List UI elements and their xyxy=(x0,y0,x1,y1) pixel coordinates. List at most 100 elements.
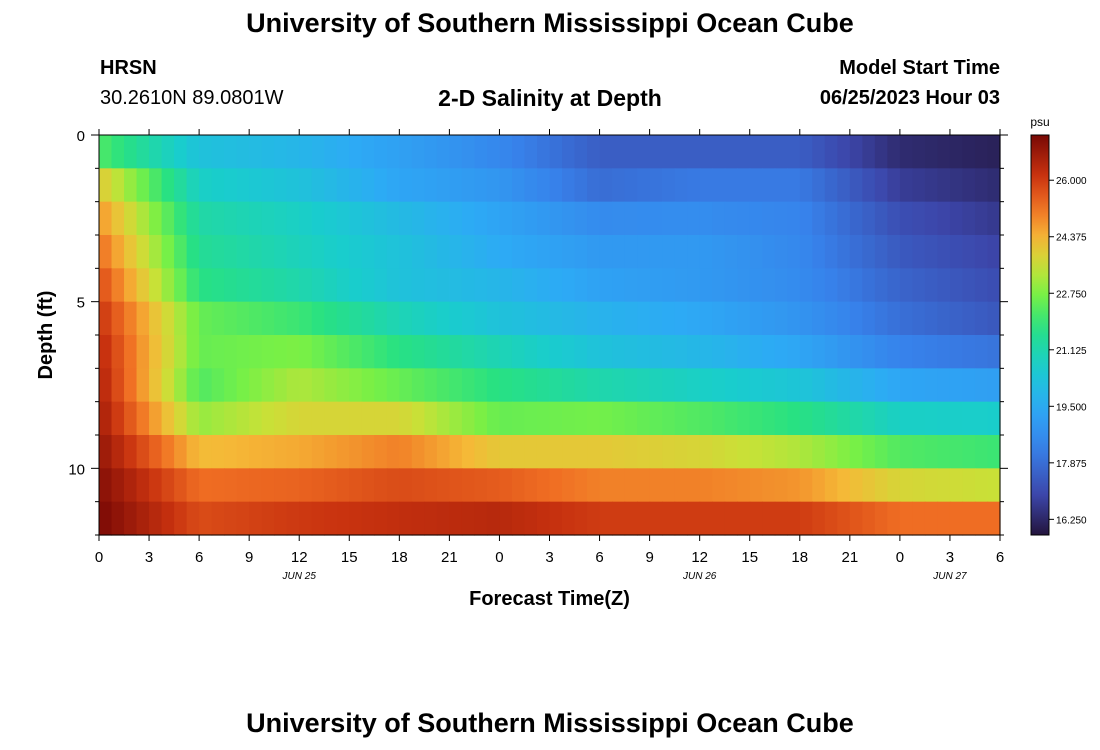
heatmap-cell xyxy=(436,435,450,469)
heatmap-cell xyxy=(899,235,914,269)
heatmap-cell xyxy=(299,401,313,436)
heatmap-cell xyxy=(399,401,413,436)
colorbar-tick-label: 26.000 xyxy=(1056,176,1087,187)
heatmap-cell xyxy=(662,335,676,369)
heatmap-cell xyxy=(887,501,901,536)
heatmap-cell xyxy=(874,268,888,303)
heatmap-cell xyxy=(311,268,325,303)
heatmap-cell xyxy=(562,235,576,269)
heatmap-cell xyxy=(249,235,263,269)
heatmap-cell xyxy=(536,168,551,203)
heatmap-cell xyxy=(974,301,989,336)
heatmap-cell xyxy=(261,268,275,303)
heatmap-cell xyxy=(924,468,939,503)
heatmap-cell xyxy=(749,401,763,436)
heatmap-cell xyxy=(149,468,163,503)
heatmap-cell xyxy=(862,501,876,536)
heatmap-cell xyxy=(937,401,951,436)
heatmap-cell xyxy=(174,468,188,503)
heatmap-cell xyxy=(174,268,188,303)
heatmap-cell xyxy=(124,468,138,503)
heatmap-cell xyxy=(862,335,876,369)
heatmap-cell xyxy=(712,235,726,269)
heatmap-cell xyxy=(624,168,638,203)
heatmap-cell xyxy=(236,501,250,536)
heatmap-cell xyxy=(336,335,350,369)
heatmap-cell xyxy=(111,468,125,503)
heatmap-cell xyxy=(949,268,964,303)
heatmap-cell xyxy=(486,301,501,336)
heatmap-cell xyxy=(536,468,551,503)
heatmap-cell xyxy=(549,335,563,369)
heatmap-cell xyxy=(374,135,388,169)
heatmap-cell xyxy=(99,168,113,203)
heatmap-cell xyxy=(924,235,939,269)
x-tick-label: 0 xyxy=(896,549,904,566)
heatmap-cell xyxy=(849,435,863,469)
heatmap-cell xyxy=(874,368,888,403)
heatmap-cell xyxy=(299,168,313,203)
heatmap-cell xyxy=(336,268,350,303)
heatmap-cell xyxy=(474,335,488,369)
heatmap-cell xyxy=(311,435,325,469)
heatmap-cell xyxy=(974,335,989,369)
heatmap-cell xyxy=(311,401,325,436)
heatmap-cell xyxy=(161,301,175,336)
date-label: JUN 25 xyxy=(282,571,317,582)
heatmap-cell xyxy=(949,235,964,269)
heatmap-cell xyxy=(399,468,413,503)
heatmap-cell xyxy=(624,268,638,303)
heatmap-cell xyxy=(336,301,350,336)
heatmap-cell xyxy=(749,268,763,303)
heatmap-cell xyxy=(699,435,713,469)
heatmap-cell xyxy=(349,301,363,336)
heatmap-cell xyxy=(111,501,125,536)
heatmap-cell xyxy=(712,335,726,369)
heatmap-cell xyxy=(411,301,425,336)
heatmap-cell xyxy=(699,268,713,303)
heatmap-cell xyxy=(386,301,400,336)
heatmap-cell xyxy=(424,501,438,536)
heatmap-cell xyxy=(161,401,175,436)
heatmap-cell xyxy=(199,368,213,403)
heatmap-cell xyxy=(649,468,663,503)
x-tick-label: 3 xyxy=(545,549,553,566)
heatmap-cell xyxy=(674,201,688,236)
heatmap-cell xyxy=(236,135,250,169)
x-axis-label: Forecast Time(Z) xyxy=(469,588,630,610)
heatmap-cell xyxy=(612,235,626,269)
heatmap-cell xyxy=(399,135,413,169)
heatmap-cell xyxy=(211,368,225,403)
heatmap-cell xyxy=(99,335,113,369)
heatmap-cell xyxy=(762,168,776,203)
heatmap-cell xyxy=(574,135,588,169)
heatmap-cell xyxy=(899,335,914,369)
heatmap-cell xyxy=(887,335,901,369)
heatmap-cell xyxy=(649,301,663,336)
heatmap-cell xyxy=(987,235,1001,269)
heatmap-cell xyxy=(674,235,688,269)
heatmap-cell xyxy=(236,268,250,303)
heatmap-cell xyxy=(249,201,263,236)
heatmap-cell xyxy=(174,201,188,236)
heatmap-cell xyxy=(799,235,813,269)
heatmap-cell xyxy=(862,301,876,336)
heatmap-cell xyxy=(787,201,801,236)
heatmap-cell xyxy=(174,335,188,369)
heatmap-cell xyxy=(236,468,250,503)
station-coordinates: 30.2610N 89.0801W xyxy=(100,87,284,109)
heatmap-cell xyxy=(624,301,638,336)
heatmap-cell xyxy=(199,168,213,203)
heatmap-cell xyxy=(274,468,288,503)
heatmap-cell xyxy=(637,168,651,203)
heatmap-cell xyxy=(837,335,851,369)
heatmap-cell xyxy=(274,235,288,269)
heatmap-cell xyxy=(199,401,213,436)
heatmap-cell xyxy=(749,435,763,469)
x-tick-label: 15 xyxy=(741,549,758,566)
heatmap-cell xyxy=(962,401,976,436)
y-axis: 0 5 10 xyxy=(68,128,1008,536)
heatmap-cell xyxy=(224,435,238,469)
heatmap-cell xyxy=(524,135,538,169)
heatmap-cell xyxy=(562,435,576,469)
